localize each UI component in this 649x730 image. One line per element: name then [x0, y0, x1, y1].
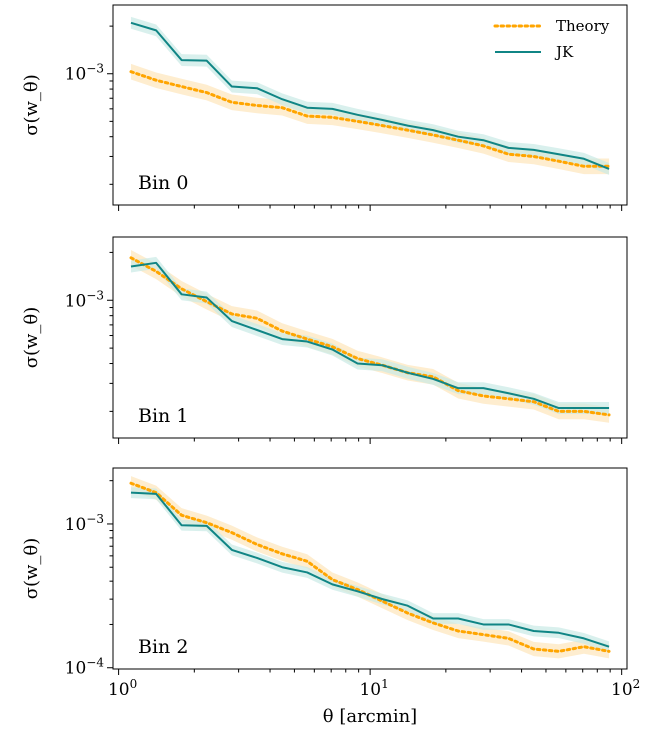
x-tick-label: 102 [611, 677, 640, 700]
y-axis-label: σ(w_θ) [21, 74, 42, 136]
x-axis-label: θ [arcmin] [323, 706, 417, 727]
y-tick-label: 10−3 [65, 512, 104, 535]
panel-0: 10−3 σ(w_θ) Bin 0 [21, 4, 628, 211]
y-tick-label: 10−4 [65, 656, 105, 679]
legend-item: Theory [493, 17, 610, 35]
axes-frame [112, 4, 628, 206]
jk-band [130, 487, 610, 653]
y-axis-label: σ(w_θ) [21, 538, 42, 600]
legend-item: JK [495, 43, 574, 61]
y-tick-label: 10−3 [65, 62, 104, 85]
jk-band [130, 256, 610, 414]
theory-line [129, 70, 611, 168]
y-tick-label: 10−3 [65, 288, 104, 311]
panel-label: Bin 2 [138, 636, 188, 658]
theory-line [129, 256, 611, 417]
panel-label: Bin 1 [138, 405, 188, 427]
panel-1: 10−3 σ(w_θ) Bin 1 [21, 236, 628, 444]
x-tick-label: 101 [359, 677, 388, 700]
legend-label: JK [554, 43, 574, 61]
jk-band [130, 16, 610, 175]
jk-line [130, 261, 610, 410]
legend: Theory JK [493, 17, 610, 61]
jk-line [130, 491, 610, 648]
legend-label: Theory [556, 17, 610, 35]
jk-line [130, 21, 610, 170]
y-axis-label: σ(w_θ) [21, 307, 42, 369]
x-tick-label: 100 [108, 677, 137, 700]
axes-frame [112, 467, 628, 670]
panel-label: Bin 0 [138, 172, 188, 194]
